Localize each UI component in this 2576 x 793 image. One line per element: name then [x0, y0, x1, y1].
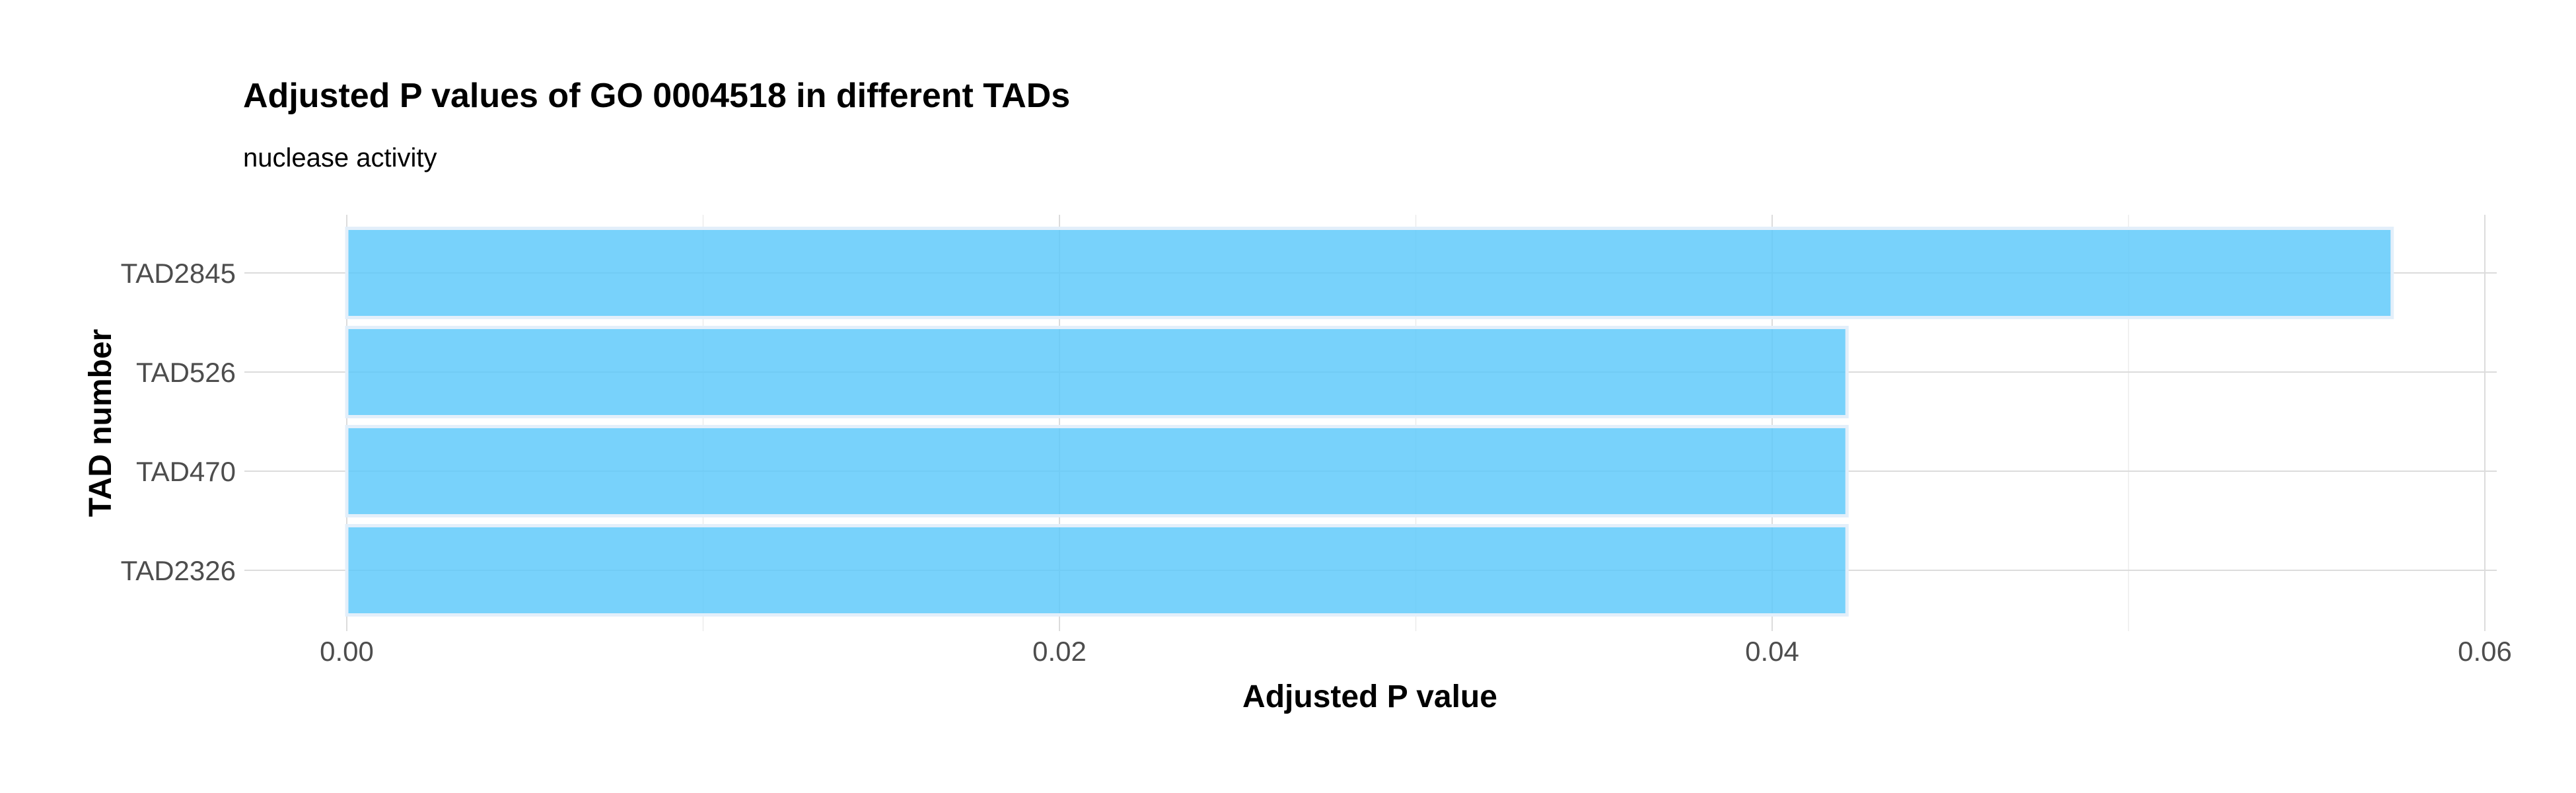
y-tick-label: TAD526 — [136, 357, 236, 388]
chart-subtitle: nuclease activity — [243, 143, 437, 172]
x-axis-ticks: 0.00 0.02 0.04 0.06 — [320, 636, 2512, 667]
x-tick-label: 0.06 — [2458, 636, 2512, 667]
bars — [345, 227, 2394, 617]
bar-tad2845 — [345, 227, 2394, 319]
y-tick-label: TAD2326 — [121, 555, 236, 586]
bar-tad470 — [345, 425, 1849, 517]
chart-title: Adjusted P values of GO 0004518 in diffe… — [243, 77, 1070, 115]
y-tick-label: TAD470 — [136, 456, 236, 487]
x-tick-label: 0.04 — [1745, 636, 1799, 667]
bar-tad2326 — [345, 524, 1849, 617]
y-tick-label: TAD2845 — [121, 258, 236, 289]
bar-tad526 — [345, 326, 1849, 418]
y-axis-ticks: TAD2845 TAD526 TAD470 TAD2326 — [121, 258, 236, 586]
x-axis-title: Adjusted P value — [1242, 679, 1497, 714]
x-tick-label: 0.00 — [320, 636, 374, 667]
x-tick-label: 0.02 — [1032, 636, 1087, 667]
y-axis-title: TAD number — [83, 329, 118, 517]
